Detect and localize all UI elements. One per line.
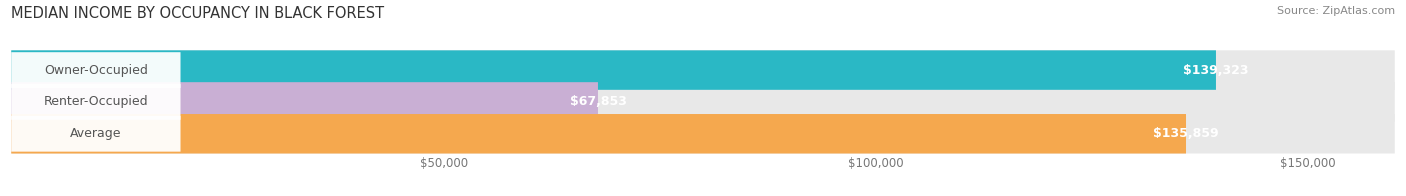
Text: Average: Average xyxy=(70,127,122,140)
FancyBboxPatch shape xyxy=(11,114,1187,153)
Text: MEDIAN INCOME BY OCCUPANCY IN BLACK FOREST: MEDIAN INCOME BY OCCUPANCY IN BLACK FORE… xyxy=(11,6,384,21)
Text: $67,853: $67,853 xyxy=(569,95,627,108)
Text: $135,859: $135,859 xyxy=(1153,127,1219,140)
FancyBboxPatch shape xyxy=(11,82,598,122)
FancyBboxPatch shape xyxy=(11,50,1216,90)
Text: Owner-Occupied: Owner-Occupied xyxy=(44,64,148,77)
FancyBboxPatch shape xyxy=(11,50,1395,90)
FancyBboxPatch shape xyxy=(11,114,1395,153)
FancyBboxPatch shape xyxy=(11,84,180,120)
FancyBboxPatch shape xyxy=(11,82,1395,122)
Text: Source: ZipAtlas.com: Source: ZipAtlas.com xyxy=(1277,6,1395,16)
FancyBboxPatch shape xyxy=(11,52,180,88)
Text: $139,323: $139,323 xyxy=(1184,64,1249,77)
Text: Renter-Occupied: Renter-Occupied xyxy=(44,95,148,108)
FancyBboxPatch shape xyxy=(11,116,180,152)
